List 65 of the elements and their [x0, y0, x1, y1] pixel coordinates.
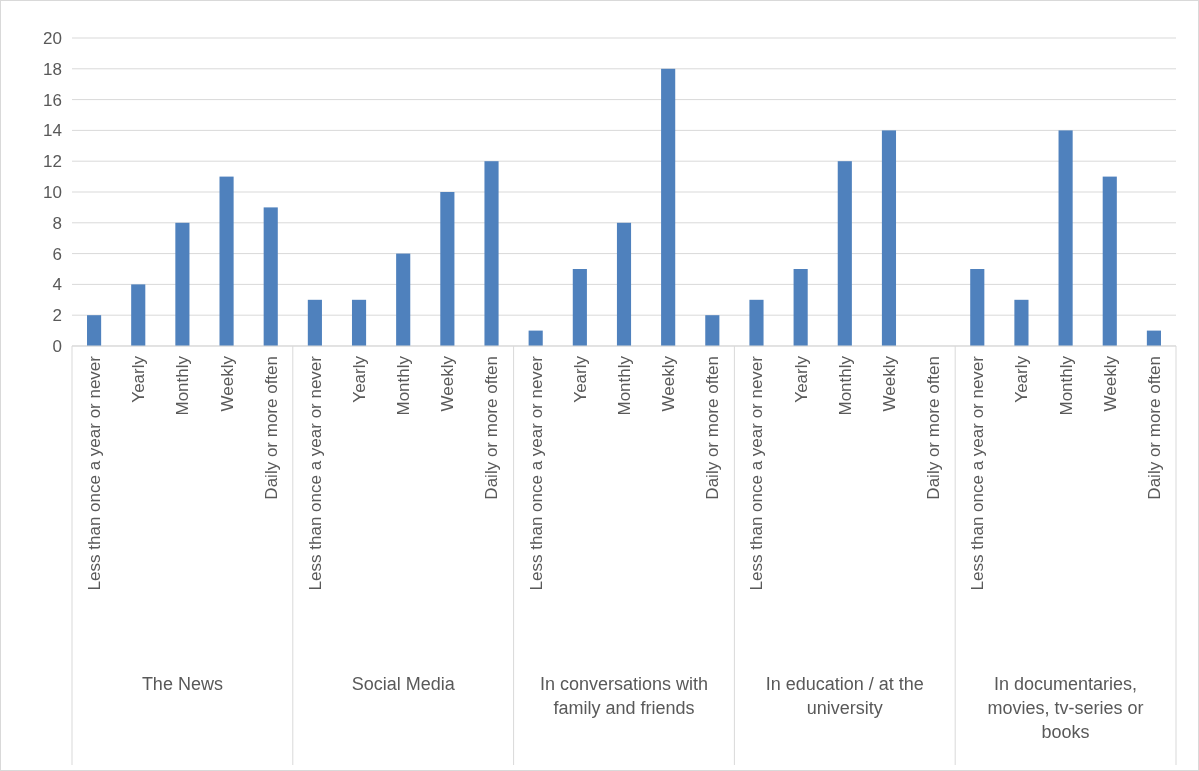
y-tick-label: 12 [43, 152, 62, 172]
bar [440, 192, 455, 346]
x-tick-label: Monthly [614, 355, 634, 416]
x-tick-label: Monthly [173, 355, 193, 416]
bar [307, 299, 322, 346]
x-tick-label: Daily or more often [703, 356, 723, 500]
bar [837, 161, 852, 346]
text: In conversations with family and friends [539, 674, 709, 718]
bar [351, 299, 367, 346]
y-tick-label: 2 [52, 306, 62, 326]
x-tick-label: Yearly [570, 355, 590, 403]
x-tick-label: Yearly [129, 355, 149, 403]
y-tick-label: 16 [43, 90, 62, 110]
x-tick-label: Monthly [835, 355, 855, 416]
x-tick-label: Less than once a year or never [305, 355, 325, 591]
y-tick-label: 18 [43, 59, 62, 79]
y-tick-label: 20 [43, 28, 62, 48]
y-tick-label: 14 [43, 121, 62, 141]
x-tick-label: Less than once a year or never [968, 355, 988, 591]
bar [793, 269, 808, 346]
bar [572, 269, 587, 346]
text: In documentaries, movies, tv-series or books [987, 674, 1144, 742]
x-tick-label: Weekly [217, 355, 237, 412]
x-tick-label: Monthly [394, 355, 414, 416]
bar [263, 207, 278, 346]
x-tick-label: Monthly [1056, 355, 1076, 416]
bar [131, 284, 146, 346]
bar [1014, 299, 1029, 346]
y-tick-label: 10 [43, 182, 62, 202]
x-tick-label: Weekly [659, 355, 679, 412]
x-tick-label: Less than once a year or never [85, 355, 105, 591]
bar [1058, 130, 1073, 346]
x-tick-label: Daily or more often [261, 356, 281, 500]
x-tick-label: Weekly [438, 355, 458, 412]
x-tick-label: Yearly [791, 355, 811, 403]
x-tick-label: Daily or more often [924, 356, 944, 500]
text: Social Media [351, 674, 456, 694]
bar [705, 315, 720, 346]
bar [87, 315, 102, 346]
bar [528, 330, 543, 346]
bar [175, 222, 190, 346]
x-tick-label: Daily or more often [1144, 356, 1164, 500]
x-tick-label: Yearly [1012, 355, 1032, 403]
y-tick-label: 8 [52, 213, 62, 233]
bar [881, 130, 897, 346]
bar [219, 176, 234, 346]
bar [1146, 330, 1161, 346]
bar [616, 222, 632, 346]
y-tick-label: 0 [52, 336, 62, 356]
x-tick-label: Less than once a year or never [526, 355, 546, 591]
bar [970, 269, 985, 346]
x-tick-label: Less than once a year or never [747, 355, 767, 591]
text: The News [141, 674, 223, 694]
bar [1102, 176, 1117, 346]
x-tick-label: Daily or more often [482, 356, 502, 500]
bar [484, 161, 499, 346]
bar [661, 68, 676, 346]
y-tick-label: 4 [52, 275, 62, 295]
x-tick-label: Weekly [1100, 355, 1120, 412]
y-tick-label: 6 [52, 244, 62, 264]
bar [396, 253, 411, 346]
text: In education / at the university [765, 674, 924, 718]
bar [749, 299, 764, 346]
x-tick-label: Yearly [349, 355, 369, 403]
x-tick-label: Weekly [879, 355, 899, 412]
